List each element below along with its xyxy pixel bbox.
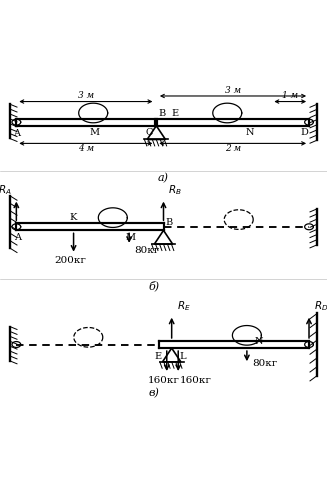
Text: а): а): [158, 172, 169, 183]
Text: $R_A$: $R_A$: [0, 183, 11, 197]
Polygon shape: [305, 224, 313, 230]
Text: B: B: [158, 109, 165, 118]
Polygon shape: [16, 118, 155, 126]
Text: B: B: [165, 218, 172, 227]
Text: 2 м: 2 м: [225, 144, 241, 154]
Text: A: A: [14, 233, 21, 242]
Text: 3 м: 3 м: [225, 86, 241, 95]
Text: L: L: [180, 352, 186, 361]
Polygon shape: [16, 223, 164, 230]
Polygon shape: [12, 119, 21, 125]
Polygon shape: [305, 341, 313, 347]
Text: K: K: [70, 213, 77, 222]
Polygon shape: [305, 119, 313, 125]
Text: в): в): [148, 388, 159, 398]
Text: A: A: [13, 128, 21, 138]
Polygon shape: [159, 341, 309, 348]
Polygon shape: [12, 224, 21, 230]
Text: 4 м: 4 м: [78, 144, 94, 154]
Text: 160кг: 160кг: [180, 376, 212, 384]
Text: C: C: [145, 128, 152, 137]
Text: 3 м: 3 м: [78, 91, 94, 100]
Text: M: M: [90, 128, 100, 137]
Text: б): б): [148, 280, 159, 291]
Text: $R_B$: $R_B$: [168, 183, 182, 197]
Text: D: D: [300, 128, 308, 137]
Text: 1 м: 1 м: [282, 91, 298, 100]
Text: E: E: [155, 352, 162, 361]
Text: 80кг: 80кг: [134, 246, 159, 256]
Polygon shape: [157, 118, 309, 126]
Text: 80кг: 80кг: [252, 359, 277, 368]
Text: $R_E$: $R_E$: [177, 299, 190, 313]
Text: E: E: [171, 109, 179, 118]
Polygon shape: [12, 341, 21, 347]
Text: $R_D$: $R_D$: [314, 299, 327, 313]
Text: M: M: [126, 233, 136, 242]
Text: N: N: [246, 128, 254, 137]
Text: 160кг: 160кг: [147, 376, 180, 384]
Text: 200кг: 200кг: [54, 256, 86, 265]
Text: N: N: [254, 337, 263, 346]
